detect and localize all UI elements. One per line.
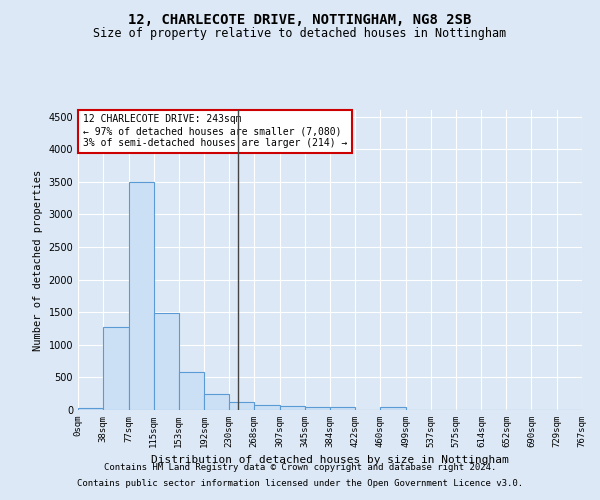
Bar <box>78 408 103 410</box>
Text: Size of property relative to detached houses in Nottingham: Size of property relative to detached ho… <box>94 28 506 40</box>
Text: Contains public sector information licensed under the Open Government Licence v3: Contains public sector information licen… <box>77 478 523 488</box>
Bar <box>331 408 355 410</box>
Text: 12, CHARLECOTE DRIVE, NOTTINGHAM, NG8 2SB: 12, CHARLECOTE DRIVE, NOTTINGHAM, NG8 2S… <box>128 12 472 26</box>
Bar <box>254 405 280 410</box>
X-axis label: Distribution of detached houses by size in Nottingham: Distribution of detached houses by size … <box>151 456 509 466</box>
Bar <box>128 182 154 410</box>
Bar <box>305 407 331 410</box>
Bar <box>179 372 204 410</box>
Y-axis label: Number of detached properties: Number of detached properties <box>33 170 43 350</box>
Bar <box>229 402 254 410</box>
Bar <box>103 327 128 410</box>
Bar <box>154 314 179 410</box>
Bar <box>380 406 406 410</box>
Text: Contains HM Land Registry data © Crown copyright and database right 2024.: Contains HM Land Registry data © Crown c… <box>104 464 496 472</box>
Bar <box>204 394 229 410</box>
Text: 12 CHARLECOTE DRIVE: 243sqm
← 97% of detached houses are smaller (7,080)
3% of s: 12 CHARLECOTE DRIVE: 243sqm ← 97% of det… <box>83 114 347 148</box>
Bar <box>280 406 305 410</box>
